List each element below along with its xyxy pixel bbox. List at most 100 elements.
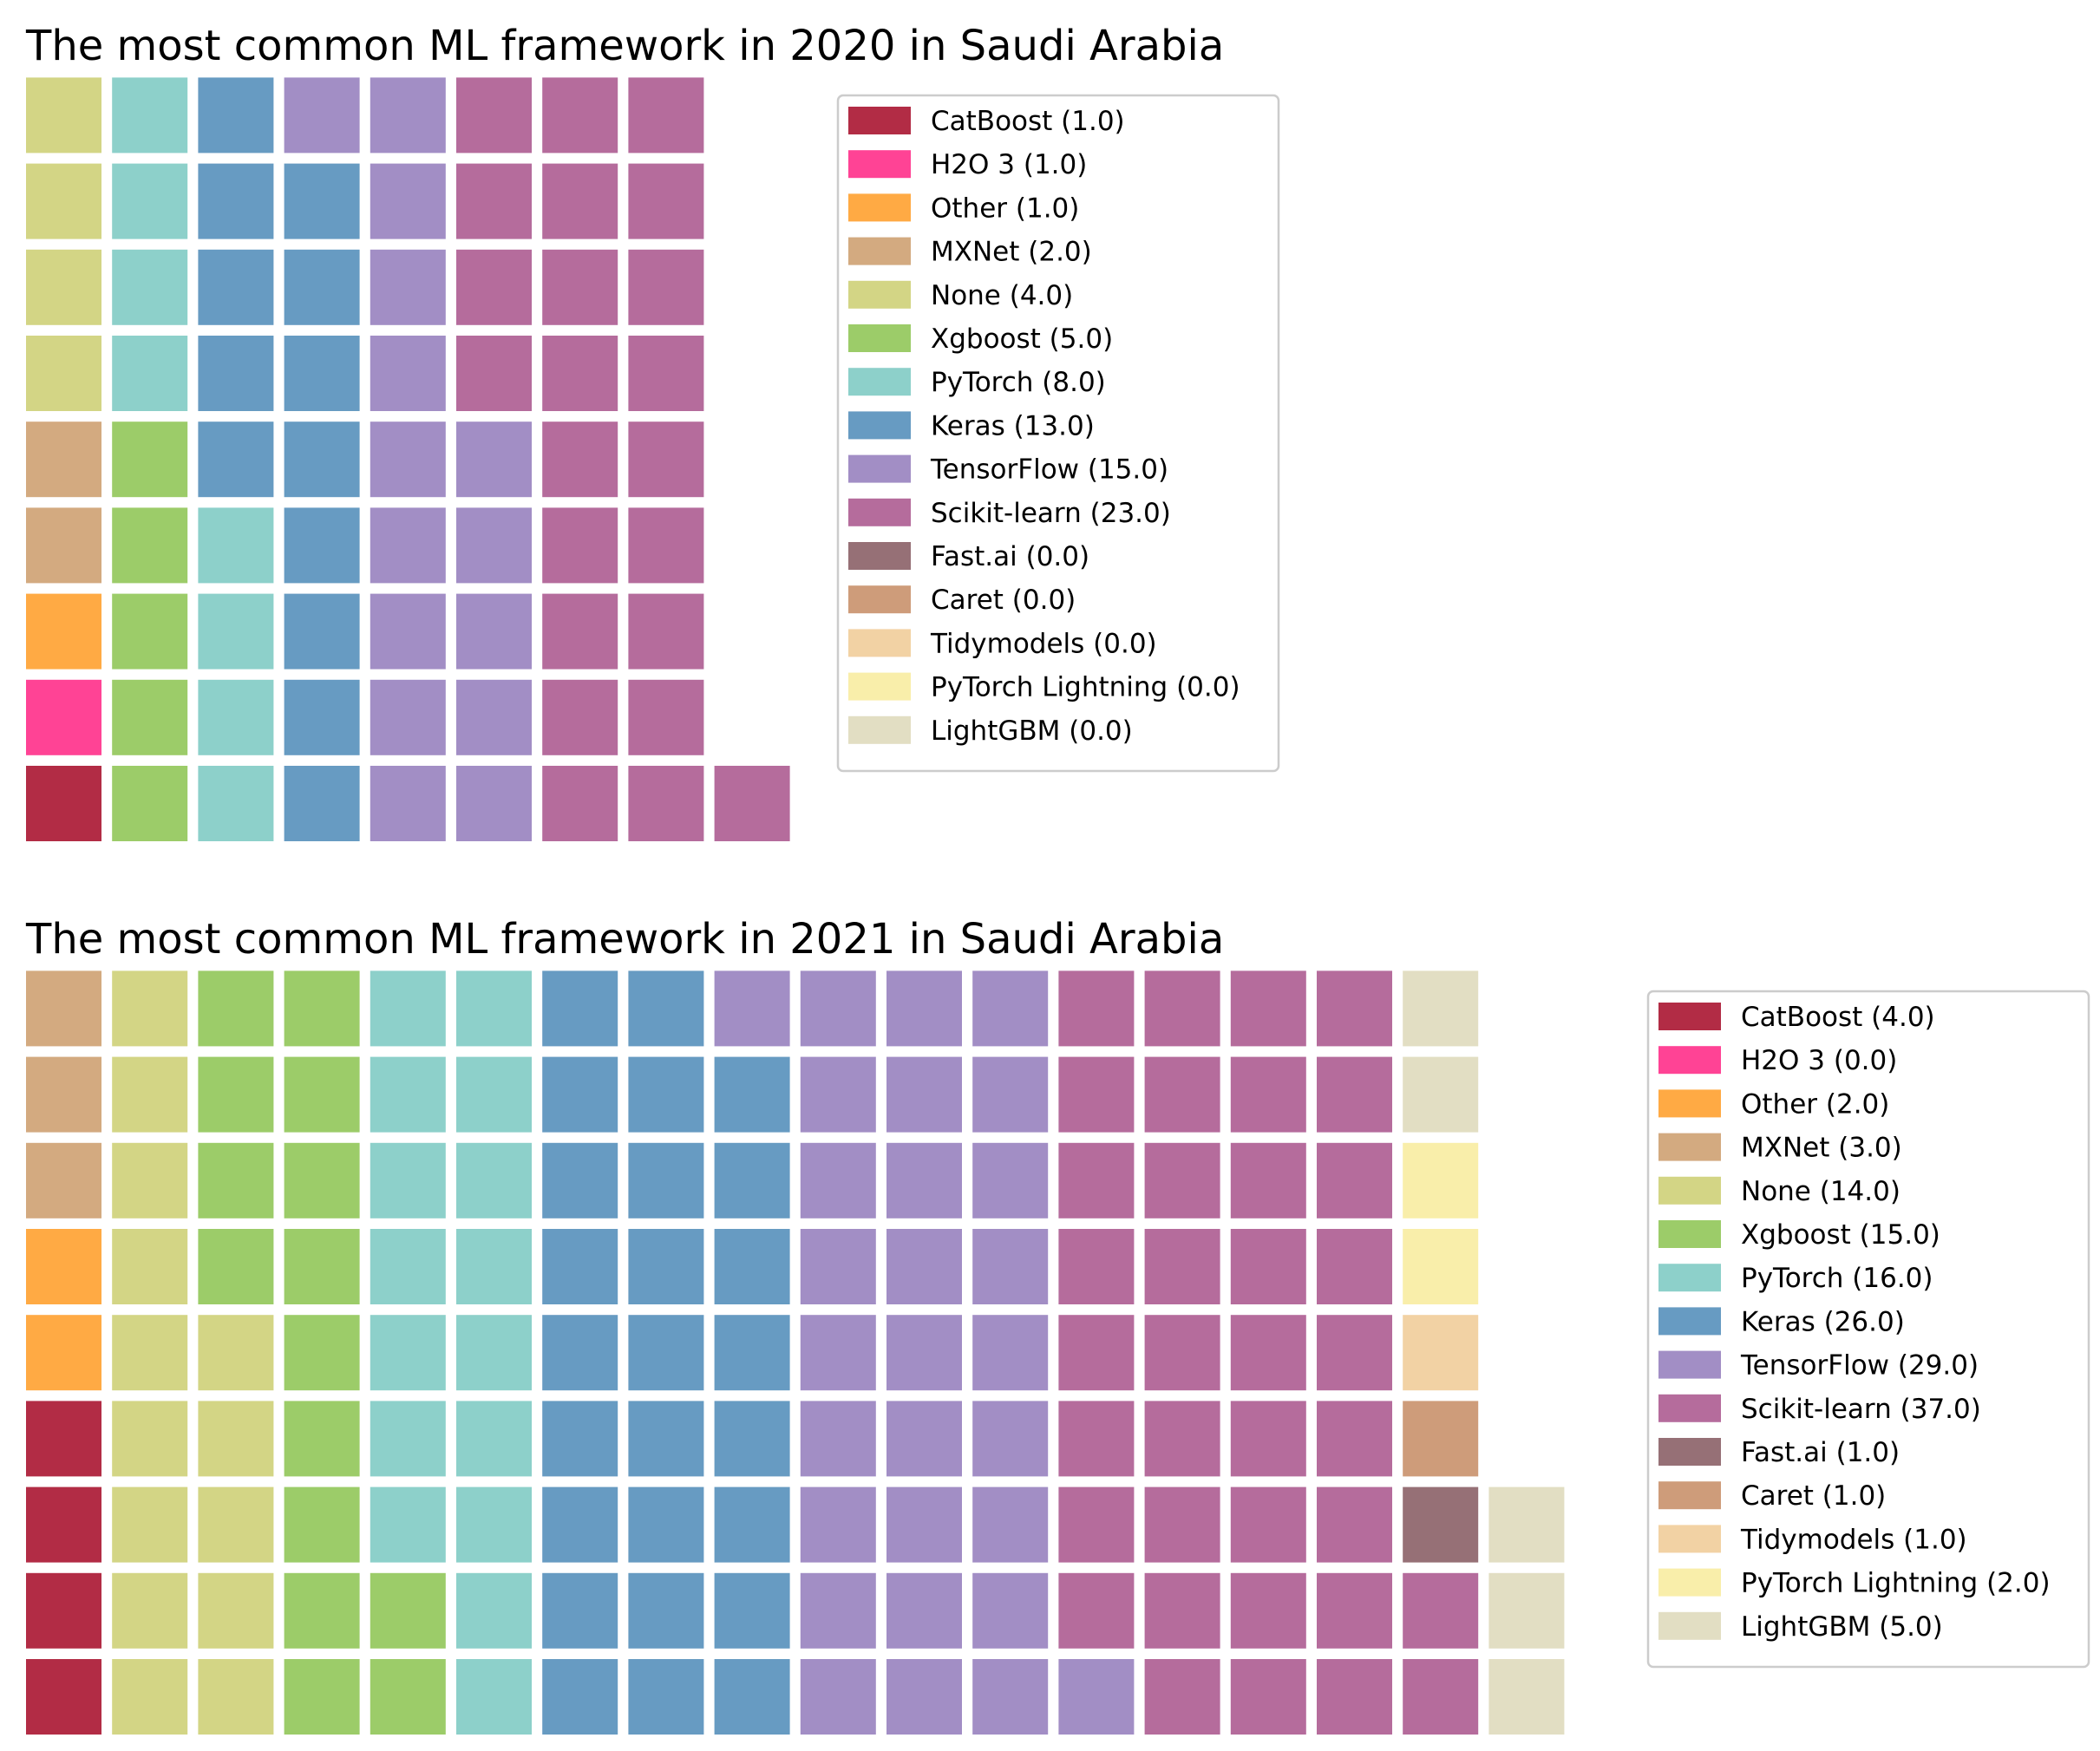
waffle-cell-tensorflow [800, 1142, 876, 1219]
legend-label-fast-ai: Fast.ai (1.0) [1741, 1437, 1900, 1468]
legend-label-mxnet: MXNet (2.0) [931, 237, 1092, 268]
waffle-cell-scikit-learn [1058, 1401, 1135, 1477]
waffle-cell-xgboost [284, 1315, 360, 1391]
waffle-cell-tensorflow [886, 1315, 962, 1391]
waffle-cell-pytorch [370, 970, 446, 1047]
waffle-cell-pytorch [456, 970, 532, 1047]
waffle-cell-tensorflow [886, 970, 962, 1047]
waffle-cell-pytorch-lightning [1403, 1142, 1479, 1219]
waffle-cell-pytorch [456, 1315, 532, 1391]
waffle-cell-h2o-3 [26, 679, 101, 755]
waffle-cell-none [198, 1659, 274, 1735]
waffle-cell-scikit-learn [1144, 1659, 1220, 1735]
waffle-cell-lightgbm [1488, 1572, 1565, 1649]
waffle-cell-keras [628, 1229, 704, 1304]
waffle-chart-2021: The most common ML framework in 2021 in … [25, 915, 2090, 1735]
waffle-cell-scikit-learn [1317, 1315, 1392, 1391]
waffle-cell-keras [542, 1315, 618, 1391]
waffle-cell-scikit-learn [628, 507, 704, 584]
waffle-cell-pytorch [456, 1401, 532, 1477]
waffle-cell-none [26, 249, 101, 325]
legend-swatch-keras [1658, 1307, 1721, 1336]
waffle-cell-scikit-learn [1230, 1486, 1306, 1563]
waffle-cell-keras [542, 970, 618, 1047]
waffle-cell-xgboost [198, 1229, 274, 1304]
legend-label-h2o-3: H2O 3 (1.0) [931, 149, 1087, 180]
waffle-cell-catboost [26, 1401, 101, 1477]
legend-label-caret: Caret (0.0) [931, 585, 1076, 616]
waffle-cell-xgboost [112, 421, 188, 498]
waffle-cell-scikit-learn [1144, 1315, 1220, 1391]
waffle-cell-xgboost [112, 679, 188, 755]
waffle-cell-scikit-learn [456, 336, 532, 411]
waffle-cell-pytorch [456, 1142, 532, 1219]
legend-swatch-other [1658, 1089, 1721, 1118]
waffle-cell-keras [198, 249, 274, 325]
legend-swatch-caret [848, 585, 911, 614]
waffle-cell-pytorch [112, 249, 188, 325]
legend-2020: CatBoost (1.0) H2O 3 (1.0) Other (1.0) MXNe… [836, 94, 1280, 773]
waffle-cell-scikit-learn [1144, 1056, 1220, 1133]
legend-swatch-tensorflow [1658, 1350, 1721, 1379]
legend-swatch-lightgbm [848, 715, 911, 744]
waffle-cell-scikit-learn [1317, 1659, 1392, 1735]
waffle-cell-pytorch [198, 679, 274, 755]
legend-label-tidymodels: Tidymodels (0.0) [930, 628, 1157, 659]
waffle-cell-scikit-learn [1058, 1142, 1135, 1219]
legend-swatch-tensorflow [848, 454, 911, 483]
waffle-cell-tensorflow [800, 1229, 876, 1304]
waffle-cell-pytorch [112, 77, 188, 154]
waffle-cell-keras [714, 1056, 790, 1133]
legend-label-tidymodels: Tidymodels (1.0) [1740, 1524, 1967, 1555]
legend-frame [1646, 990, 2090, 1669]
legend-label-catboost: CatBoost (4.0) [1741, 1002, 1935, 1033]
waffle-cell-xgboost [198, 1142, 274, 1219]
waffle-cell-scikit-learn [1317, 1056, 1392, 1133]
waffle-cell-scikit-learn [1144, 1572, 1220, 1649]
waffle-cell-scikit-learn [1317, 1142, 1392, 1219]
waffle-cell-keras [714, 1572, 790, 1649]
legend-label-scikit-learn: Scikit-learn (37.0) [1741, 1394, 1981, 1425]
waffle-cell-keras [542, 1229, 618, 1304]
waffle-cell-xgboost [370, 1572, 446, 1649]
waffle-cell-tensorflow [456, 593, 532, 670]
waffle-cell-tensorflow [972, 1142, 1049, 1219]
waffle-cell-other [26, 593, 101, 670]
legend-swatch-scikit-learn [848, 498, 911, 526]
waffle-cell-scikit-learn [542, 679, 618, 755]
waffle-cell-catboost [26, 1659, 101, 1735]
waffle-cell-mxnet [26, 1056, 101, 1133]
waffle-cell-keras [542, 1486, 618, 1563]
waffle-cell-tensorflow [800, 1056, 876, 1133]
waffle-cell-scikit-learn [628, 77, 704, 154]
waffle-cell-none [198, 1315, 274, 1391]
waffle-cells-2020 [26, 77, 790, 841]
legend-swatch-lightgbm [1658, 1611, 1721, 1640]
waffle-cell-keras [284, 679, 360, 755]
waffle-cell-tensorflow [800, 970, 876, 1047]
waffle-cell-pytorch-lightning [1403, 1229, 1479, 1304]
waffle-cell-catboost [26, 1486, 101, 1563]
legend-swatch-catboost [1658, 1003, 1721, 1030]
legend-swatch-h2o-3 [848, 150, 911, 179]
waffle-cell-tensorflow [370, 421, 446, 498]
waffle-cell-scikit-learn [628, 249, 704, 325]
chart-title-2020: The most common ML framework in 2020 in … [25, 22, 1224, 70]
waffle-cell-lightgbm [1403, 970, 1479, 1047]
waffle-cell-keras [284, 163, 360, 239]
waffle-cell-pytorch [112, 336, 188, 411]
legend-label-tensorflow: TensorFlow (29.0) [1740, 1350, 1979, 1382]
waffle-cell-tensorflow [972, 1572, 1049, 1649]
waffle-cell-pytorch [456, 1056, 532, 1133]
waffle-cell-scikit-learn [1230, 970, 1306, 1047]
waffle-cell-keras [284, 249, 360, 325]
waffle-cell-scikit-learn [1058, 1056, 1135, 1133]
waffle-cell-mxnet [26, 970, 101, 1047]
waffle-cell-none [112, 1486, 188, 1563]
waffle-cell-tensorflow [886, 1486, 962, 1563]
waffle-cell-scikit-learn [1230, 1401, 1306, 1477]
legend-label-tensorflow: TensorFlow (15.0) [930, 454, 1168, 486]
waffle-cell-scikit-learn [1144, 970, 1220, 1047]
waffle-cell-none [112, 1056, 188, 1133]
waffle-cell-xgboost [284, 970, 360, 1047]
